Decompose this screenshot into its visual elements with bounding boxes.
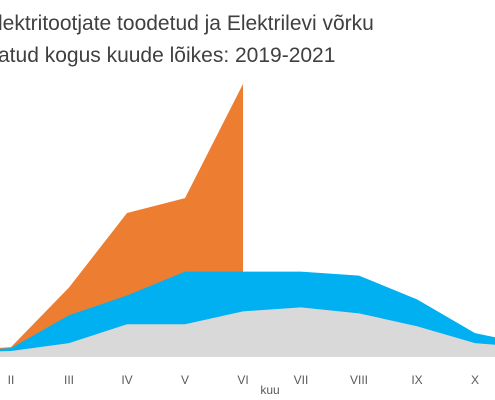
area-series-3 <box>0 307 495 357</box>
x-tick-label: II <box>8 373 15 387</box>
x-tick-label: X <box>471 373 479 387</box>
x-tick-label: III <box>64 373 74 387</box>
x-tick-label: VIII <box>350 373 368 387</box>
chart-title-line-2: atud kogus kuude lõikes: 2019-2021 <box>0 44 336 67</box>
chart-title-line-1: lektritootjate toodetud ja Elektrilevi v… <box>0 12 374 35</box>
chart-title: lektritootjate toodetud ja Elektrilevi v… <box>0 8 495 72</box>
x-axis-label: kuu <box>260 383 279 397</box>
x-tick-label: IX <box>411 373 422 387</box>
x-tick-label: V <box>181 373 189 387</box>
x-tick-label: VII <box>294 373 309 387</box>
x-tick-label: IV <box>121 373 132 387</box>
x-tick-label: VI <box>237 373 248 387</box>
